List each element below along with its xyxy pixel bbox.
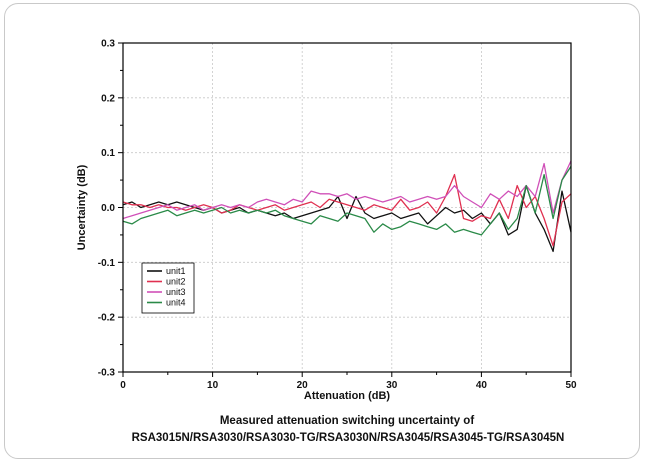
tick-labels: 0 10 20 30 40 50 0.3 0.2 0.1 0.0 -0.1 -0.2 -0.3 (98, 39, 577, 392)
y-tick-label: 0.1 (101, 148, 115, 159)
x-tick-label: 0 (120, 380, 126, 391)
series-line-unit2 (122, 173, 572, 247)
series-line-unit4 (122, 166, 572, 236)
x-tick-label: 50 (565, 380, 577, 391)
chart-frame (4, 3, 640, 459)
legend-label-unit4: unit4 (166, 298, 186, 308)
y-tick-label: -0.3 (98, 368, 116, 379)
caption-line-2: RSA3015N/RSA3030/RSA3030-TG/RSA3030N/RSA… (132, 432, 565, 444)
legend-label-unit1: unit1 (166, 266, 186, 276)
x-tick-label: 20 (297, 380, 309, 391)
series-lines (122, 160, 572, 253)
caption-line-1: Measured attenuation switching uncertain… (220, 415, 474, 427)
y-tick-label: 0.3 (101, 39, 115, 50)
legend-label-unit2: unit2 (166, 277, 186, 287)
y-tick-label: 0.0 (101, 203, 115, 214)
legend-label-unit3: unit3 (166, 287, 186, 297)
y-tick-label: -0.1 (98, 258, 116, 269)
axis-ticks (118, 42, 572, 377)
y-tick-label: 0.2 (101, 93, 115, 104)
y-axis-title: Uncertainty (dB) (76, 164, 88, 250)
y-tick-label: -0.2 (98, 313, 116, 324)
x-axis-title: Attenuation (dB) (304, 390, 390, 402)
x-tick-label: 10 (207, 380, 219, 391)
x-tick-label: 30 (386, 380, 398, 391)
series-line-unit3 (122, 160, 572, 220)
x-tick-label: 40 (476, 380, 488, 391)
